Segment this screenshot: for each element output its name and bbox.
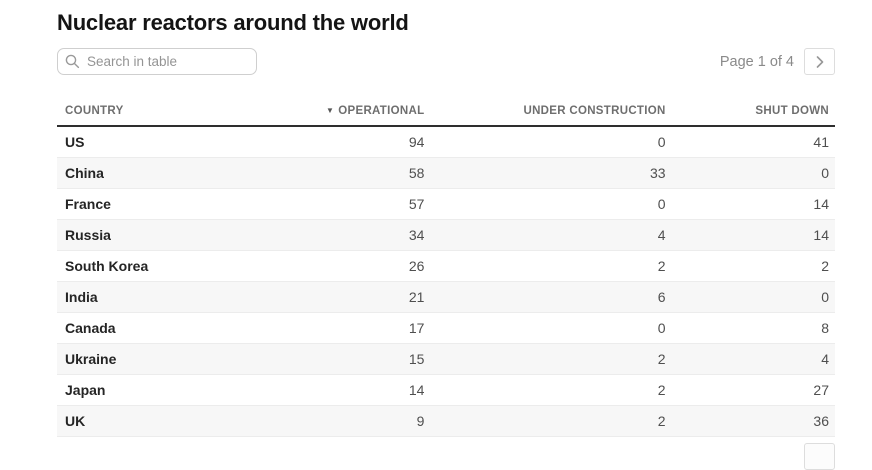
cell-under-construction: 33 <box>430 157 672 189</box>
cell-shut-down: 0 <box>671 281 835 313</box>
table-row: Ukraine 15 2 4 <box>57 343 835 375</box>
cell-shut-down: 4 <box>671 343 835 375</box>
column-header-shut-down[interactable]: SHUT DOWN <box>671 99 835 127</box>
cell-shut-down: 14 <box>671 188 835 220</box>
reactors-table: COUNTRY ▼ OPERATIONAL UNDER CONSTRUCTION … <box>57 99 835 437</box>
cell-country: France <box>57 188 260 220</box>
search-input[interactable] <box>57 48 257 75</box>
pagination: Page 1 of 4 <box>720 48 835 75</box>
toolbar: Page 1 of 4 <box>57 48 835 75</box>
cell-operational: 57 <box>259 188 431 220</box>
table-widget: Nuclear reactors around the world Page 1… <box>57 10 835 470</box>
cell-shut-down: 2 <box>671 250 835 282</box>
column-header-under-construction[interactable]: UNDER CONSTRUCTION <box>430 99 672 127</box>
cell-under-construction: 2 <box>430 250 672 282</box>
cell-country: Ukraine <box>57 343 260 375</box>
cell-operational: 17 <box>259 312 431 344</box>
next-page-button[interactable] <box>804 48 835 75</box>
cell-shut-down: 8 <box>671 312 835 344</box>
cell-operational: 94 <box>259 126 431 158</box>
next-page-button-bottom[interactable] <box>804 443 835 470</box>
table-row: Japan 14 2 27 <box>57 374 835 406</box>
table-row: US 94 0 41 <box>57 126 835 158</box>
cell-country: UK <box>57 405 260 437</box>
cell-operational: 15 <box>259 343 431 375</box>
cell-under-construction: 4 <box>430 219 672 251</box>
cell-country: South Korea <box>57 250 260 282</box>
cell-shut-down: 0 <box>671 157 835 189</box>
cell-operational: 21 <box>259 281 431 313</box>
cell-shut-down: 27 <box>671 374 835 406</box>
cell-country: US <box>57 126 260 158</box>
cell-under-construction: 6 <box>430 281 672 313</box>
table-row: Russia 34 4 14 <box>57 219 835 251</box>
column-header-country[interactable]: COUNTRY <box>57 99 260 127</box>
table-row: India 21 6 0 <box>57 281 835 313</box>
page-title: Nuclear reactors around the world <box>57 10 409 35</box>
column-header-operational-label: OPERATIONAL <box>338 105 425 117</box>
cell-under-construction: 2 <box>430 343 672 375</box>
cell-operational: 58 <box>259 157 431 189</box>
cell-country: Japan <box>57 374 260 406</box>
cell-country: Russia <box>57 219 260 251</box>
pagination-label: Page 1 of 4 <box>719 53 794 70</box>
cell-under-construction: 0 <box>430 126 672 158</box>
cell-operational: 9 <box>259 405 431 437</box>
cell-operational: 26 <box>259 250 431 282</box>
cell-shut-down: 41 <box>671 126 835 158</box>
cell-under-construction: 2 <box>430 374 672 406</box>
cell-country: India <box>57 281 260 313</box>
table-row: France 57 0 14 <box>57 188 835 220</box>
search-box[interactable] <box>57 48 257 75</box>
cell-country: Canada <box>57 312 260 344</box>
cell-operational: 14 <box>259 374 431 406</box>
cell-under-construction: 0 <box>430 312 672 344</box>
table-row: Canada 17 0 8 <box>57 312 835 344</box>
sort-desc-icon: ▼ <box>326 106 335 115</box>
table-row: South Korea 26 2 2 <box>57 250 835 282</box>
table-header-row: COUNTRY ▼ OPERATIONAL UNDER CONSTRUCTION … <box>57 99 835 127</box>
cell-operational: 34 <box>259 219 431 251</box>
table-row: UK 9 2 36 <box>57 405 835 437</box>
cell-country: China <box>57 157 260 189</box>
chevron-right-icon <box>816 55 823 68</box>
cell-under-construction: 0 <box>430 188 672 220</box>
table-row: China 58 33 0 <box>57 157 835 189</box>
cell-shut-down: 36 <box>671 405 835 437</box>
cell-shut-down: 14 <box>671 219 835 251</box>
table-body: US 94 0 41 China 58 33 0 France 57 0 14 … <box>57 126 835 437</box>
cell-under-construction: 2 <box>430 405 672 437</box>
column-header-operational[interactable]: ▼ OPERATIONAL <box>259 99 431 127</box>
